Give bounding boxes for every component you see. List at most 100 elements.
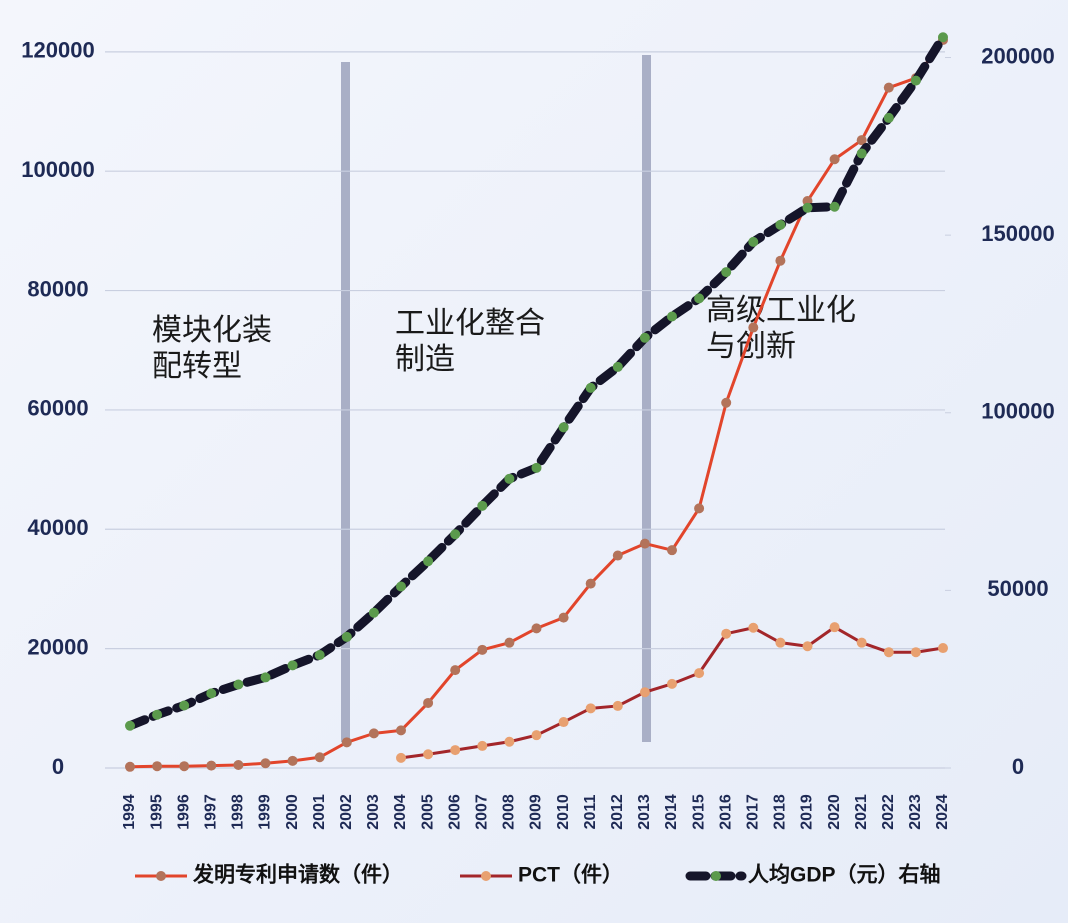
data-point [639, 538, 650, 549]
data-point [287, 660, 298, 671]
data-point [856, 148, 867, 159]
data-point [423, 697, 434, 708]
x-tick-label: 2015 [690, 794, 707, 830]
x-tick-label: 2005 [419, 794, 436, 830]
x-tick-label: 2017 [745, 794, 762, 830]
data-point [341, 631, 352, 642]
data-point [531, 623, 542, 634]
data-point [206, 760, 217, 771]
x-tick-label: 2020 [826, 794, 843, 830]
data-point [775, 255, 786, 266]
data-point [802, 641, 813, 652]
x-tick-label: 2024 [934, 794, 951, 830]
data-point [179, 761, 190, 772]
data-point [829, 201, 840, 212]
y2-tick-label: 100000 [981, 399, 1054, 424]
x-tick-label: 2022 [880, 794, 897, 830]
data-point [260, 672, 271, 683]
data-point [314, 650, 325, 661]
x-tick-label: 2004 [392, 794, 409, 830]
data-point [206, 688, 217, 699]
phase-label: 制造 [395, 343, 455, 376]
y2-tick-label: 0 [1012, 754, 1024, 779]
x-tick-label: 2003 [365, 794, 382, 830]
data-point [938, 643, 948, 654]
x-tick-label: 2009 [528, 794, 545, 830]
data-point [721, 397, 732, 408]
data-point [477, 740, 488, 751]
data-point [396, 581, 406, 592]
data-point [612, 700, 623, 711]
x-tick-label: 1997 [203, 794, 220, 830]
legend-marker [156, 871, 166, 881]
legend-label: PCT（件） [518, 863, 623, 887]
data-point [450, 745, 461, 756]
x-tick-label: 1996 [175, 794, 192, 830]
x-tick-label: 2018 [772, 794, 789, 830]
x-tick-label: 2014 [663, 794, 680, 830]
data-point [233, 679, 244, 690]
x-tick-label: 2007 [474, 794, 491, 830]
x-tick-label: 2010 [555, 794, 572, 830]
x-tick-label: 1998 [230, 794, 247, 830]
y-tick-label: 120000 [21, 38, 94, 63]
series-line [129, 39, 945, 769]
phase-divider [341, 62, 350, 742]
data-point [883, 112, 894, 123]
data-point [775, 637, 786, 648]
data-point [938, 32, 948, 43]
data-point [341, 737, 352, 748]
y-tick-label: 20000 [27, 634, 88, 659]
legend-marker [481, 871, 491, 881]
data-point [477, 500, 488, 511]
x-tick-label: 1994 [121, 794, 138, 830]
data-point [802, 202, 813, 213]
data-point [910, 647, 921, 658]
x-tick-label: 2021 [853, 794, 870, 830]
data-point [125, 720, 135, 731]
data-point [694, 668, 705, 679]
y2-tick-label: 50000 [987, 576, 1048, 601]
data-point [260, 758, 271, 769]
data-point [396, 752, 406, 763]
phase-label: 配转型 [152, 350, 242, 383]
data-point [639, 332, 650, 343]
data-point [775, 219, 786, 230]
legend-label: 人均GDP（元）右轴 [748, 863, 941, 887]
data-point [504, 736, 515, 747]
data-point [152, 761, 163, 772]
y-tick-label: 80000 [27, 276, 88, 301]
data-point [856, 135, 867, 146]
data-point [585, 703, 596, 714]
x-tick-label: 2013 [636, 794, 653, 830]
data-point [477, 644, 488, 655]
data-point [558, 717, 569, 728]
legend-label: 发明专利申请数（件） [192, 863, 403, 887]
x-tick-label: 2016 [717, 794, 734, 830]
data-point [829, 154, 840, 165]
data-point [612, 550, 623, 561]
data-point [748, 236, 759, 247]
y-tick-label: 100000 [21, 157, 94, 182]
x-tick-label: 2023 [907, 794, 924, 830]
phase-label: 模块化装 [152, 314, 272, 347]
x-tick-label: 2001 [311, 794, 328, 830]
data-point [450, 529, 461, 540]
data-point [233, 760, 244, 771]
x-tick-label: 2011 [582, 795, 599, 830]
x-tick-label: 1999 [257, 794, 274, 830]
data-point [179, 700, 190, 711]
data-point [125, 761, 135, 772]
x-tick-label: 2002 [338, 794, 355, 830]
data-point [910, 75, 921, 86]
data-point [856, 637, 867, 648]
data-point [667, 678, 677, 689]
data-point [694, 293, 705, 304]
y2-tick-label: 150000 [981, 221, 1054, 246]
legend-marker [711, 871, 721, 881]
x-tick-label: 2008 [501, 794, 518, 830]
x-tick-label: 2000 [284, 794, 301, 830]
data-point [423, 749, 434, 760]
data-point [612, 361, 623, 372]
